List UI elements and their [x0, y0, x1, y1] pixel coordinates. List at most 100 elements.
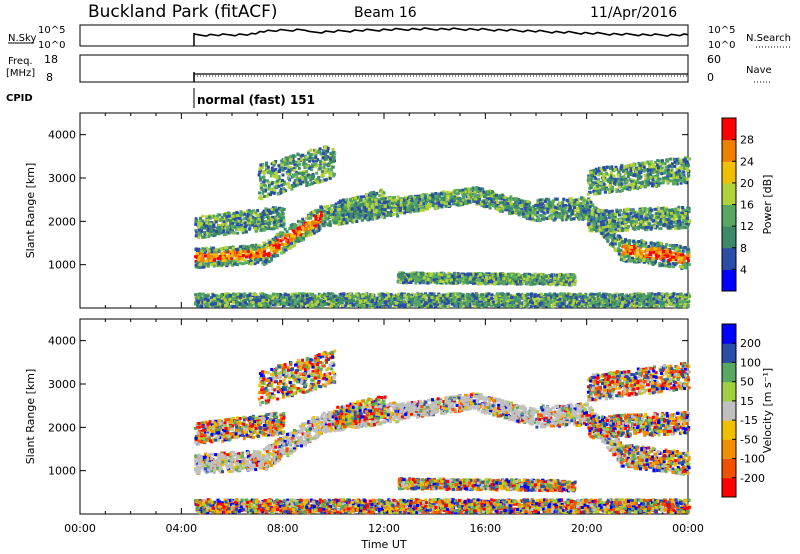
power-cell	[419, 198, 423, 202]
power-cell	[359, 198, 362, 202]
power-cell	[478, 187, 482, 191]
power-cell	[387, 202, 391, 206]
power-cell	[564, 280, 568, 284]
power-cell	[673, 263, 677, 267]
power-cell	[302, 234, 306, 238]
power-cell	[290, 244, 294, 248]
power-cell	[245, 255, 248, 259]
power-cell	[262, 254, 266, 258]
power-cell	[368, 198, 372, 201]
power-cell	[686, 253, 690, 257]
power-cell	[611, 244, 615, 248]
power-cell	[686, 250, 689, 254]
power-cell	[270, 182, 274, 186]
power-cell	[199, 256, 203, 260]
power-cell	[528, 201, 531, 205]
power-cell	[370, 217, 374, 220]
power-cell	[443, 195, 447, 199]
power-cell	[325, 204, 329, 208]
power-cell	[416, 196, 419, 199]
power-cell	[383, 204, 387, 208]
power-cell	[479, 282, 483, 286]
power-cell	[300, 157, 304, 161]
power-cell	[562, 209, 566, 213]
power-cell	[619, 248, 623, 252]
power-cell	[397, 275, 401, 279]
power-cell	[380, 194, 384, 198]
power-cell	[434, 195, 438, 199]
power-cell	[674, 252, 678, 256]
power-cell	[323, 171, 327, 175]
power-cell	[627, 244, 630, 248]
power-cell	[468, 277, 472, 281]
power-cell	[485, 190, 489, 194]
power-cell	[500, 201, 504, 205]
power-cell	[247, 245, 251, 249]
power-cell	[528, 217, 532, 221]
power-cell	[414, 203, 418, 207]
power-cell	[314, 156, 318, 160]
power-cell	[304, 155, 308, 159]
power-cell	[314, 217, 318, 221]
power-cell	[237, 227, 240, 231]
power-cell	[549, 213, 553, 217]
power-cell	[435, 197, 439, 201]
power-cell	[450, 194, 454, 198]
power-cell	[645, 253, 649, 257]
power-cell	[208, 259, 212, 263]
power-cell	[658, 244, 662, 248]
power-cell	[275, 248, 278, 252]
power-cell	[580, 196, 584, 200]
power-cell	[544, 275, 548, 279]
power-cell	[210, 252, 214, 256]
power-cell	[202, 262, 206, 266]
power-cell	[412, 201, 416, 205]
power-cell	[389, 198, 392, 202]
power-cell	[367, 211, 371, 215]
power-cell	[321, 156, 325, 160]
power-cell	[457, 189, 460, 193]
power-cell	[318, 159, 322, 163]
power-cell	[209, 246, 213, 250]
power-cell	[298, 179, 302, 183]
power-cell	[292, 185, 295, 188]
power-cell	[383, 208, 387, 212]
power-cell	[263, 248, 267, 251]
power-cell	[550, 274, 554, 278]
power-cell	[519, 282, 523, 286]
power-cell	[296, 238, 300, 242]
power-cell	[553, 217, 557, 221]
power-cell	[567, 208, 571, 212]
power-cell	[639, 244, 643, 248]
power-cell	[391, 196, 394, 200]
power-cell	[269, 258, 273, 262]
power-cell	[242, 217, 246, 221]
power-cell	[249, 216, 253, 220]
power-cell	[273, 239, 277, 243]
power-cell	[562, 273, 566, 277]
power-cell	[308, 175, 312, 179]
power-cell	[516, 211, 520, 215]
power-cell	[327, 206, 331, 210]
power-cell	[668, 254, 672, 258]
power-cell	[267, 221, 271, 225]
power-cell	[245, 261, 249, 264]
power-cell	[432, 278, 436, 282]
power-cell	[195, 252, 199, 255]
power-cell	[401, 198, 405, 202]
power-cell	[648, 253, 652, 257]
power-cell	[503, 198, 507, 201]
power-cell	[539, 272, 543, 276]
power-cell	[387, 211, 391, 215]
power-cell	[232, 249, 236, 253]
power-cell	[262, 189, 265, 193]
power-cell	[392, 204, 396, 207]
power-cell	[226, 259, 230, 263]
power-cell	[329, 215, 333, 219]
power-cell	[314, 209, 318, 213]
power-cell	[655, 255, 659, 259]
power-cell	[508, 199, 512, 203]
power-cell	[579, 209, 583, 213]
power-cell	[262, 263, 266, 266]
power-cell	[649, 241, 653, 245]
